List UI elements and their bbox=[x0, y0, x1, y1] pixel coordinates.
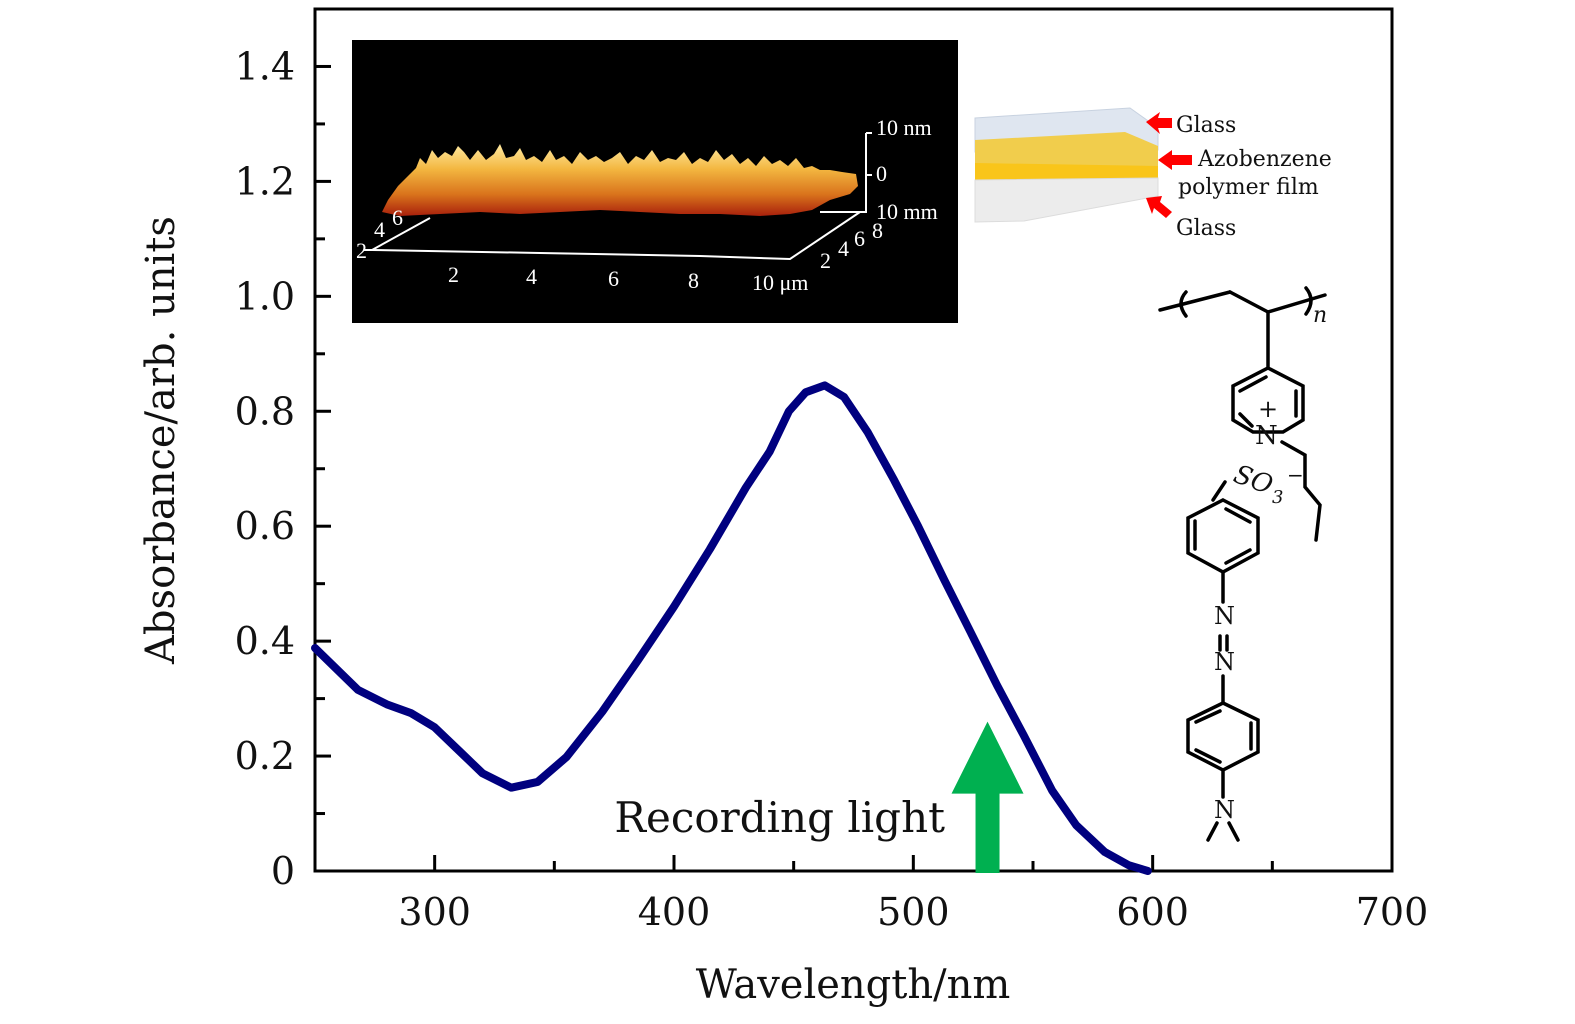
afm-y-right-label: 6 bbox=[854, 226, 865, 251]
arrow-film-icon bbox=[1158, 150, 1192, 170]
x-axis-title: Wavelength/nm bbox=[696, 962, 1011, 1008]
y-tick-label: 0 bbox=[271, 849, 295, 893]
y-tick-labels: 0 0.2 0.4 0.6 0.8 1.0 1.2 1.4 bbox=[235, 44, 295, 893]
afm-axes bbox=[364, 132, 872, 261]
y-tick-label: 1.0 bbox=[235, 274, 295, 318]
afm-z-label: 10 nm bbox=[876, 115, 932, 140]
x-tick-label: 500 bbox=[877, 890, 950, 934]
repeat-unit-n: n bbox=[1313, 303, 1327, 328]
chemical-structure-labels: N + SO 3 − N N N n bbox=[1214, 303, 1327, 824]
atom-amine-n: N bbox=[1214, 796, 1235, 824]
atom-so3: SO bbox=[1230, 459, 1277, 501]
x-tick-label: 300 bbox=[398, 890, 471, 934]
afm-x-label: 8 bbox=[688, 268, 699, 293]
benzene-ring-2 bbox=[1186, 701, 1260, 772]
recording-light-label: Recording light bbox=[614, 793, 945, 842]
afm-y-right-label: 2 bbox=[820, 248, 831, 273]
y-tick-label: 1.2 bbox=[235, 159, 295, 203]
y-axis-title: Absorbance/arb. units bbox=[138, 216, 184, 665]
y-tick-label: 0.4 bbox=[235, 619, 295, 663]
absorbance-series-line bbox=[311, 381, 1152, 875]
bracket-left-icon bbox=[1179, 290, 1188, 318]
x-tick-label: 600 bbox=[1116, 890, 1189, 934]
atom-plus-charge: + bbox=[1258, 395, 1278, 423]
atom-azo-n2: N bbox=[1214, 648, 1235, 676]
afm-y-right-label: 8 bbox=[872, 218, 883, 243]
label-glass-top: Glass bbox=[1176, 113, 1236, 138]
afm-x-label: 10 μm bbox=[752, 270, 808, 295]
atom-minus-charge: − bbox=[1287, 463, 1304, 487]
afm-x-label: 6 bbox=[608, 266, 619, 291]
y-tick-label: 1.4 bbox=[235, 44, 295, 88]
afm-x-label: 2 bbox=[448, 262, 459, 287]
label-glass-bottom: Glass bbox=[1176, 216, 1236, 241]
afm-y-left-label: 2 bbox=[356, 238, 367, 263]
sample-structure-inset: Glass Azobenzene polymer film Glass bbox=[974, 107, 1332, 241]
y-tick-label: 0.2 bbox=[235, 734, 295, 778]
afm-y-left-label: 4 bbox=[374, 217, 385, 242]
benzene-ring-1 bbox=[1186, 498, 1260, 574]
label-polymer-film: polymer film bbox=[1178, 175, 1319, 200]
afm-surface bbox=[382, 144, 858, 216]
afm-z-label: 10 mm bbox=[876, 199, 938, 224]
atom-n-plus: N bbox=[1255, 421, 1278, 451]
recording-light-annotation: Recording light bbox=[614, 721, 1024, 873]
layer-arrows bbox=[1146, 112, 1192, 218]
polymer-film-edge bbox=[975, 163, 1158, 180]
afm-y-right-label: 4 bbox=[838, 236, 849, 261]
pyridinium-ring bbox=[1231, 366, 1305, 434]
afm-x-label: 4 bbox=[526, 264, 537, 289]
y-tick-label: 0.8 bbox=[235, 389, 295, 433]
bottom-glass-layer bbox=[974, 177, 1159, 223]
afm-z-label: 0 bbox=[876, 161, 887, 186]
afm-y-left-label: 6 bbox=[392, 205, 403, 230]
atom-so3-subscript: 3 bbox=[1272, 487, 1283, 508]
arrow-glass-bottom-icon bbox=[1146, 196, 1172, 218]
plot-frame bbox=[313, 7, 1394, 873]
x-tick-label: 400 bbox=[638, 890, 711, 934]
arrow-glass-top-icon bbox=[1146, 112, 1172, 134]
y-tick-label: 0.6 bbox=[235, 504, 295, 548]
x-tick-labels: 300 400 500 600 700 bbox=[398, 890, 1428, 934]
recording-light-arrow-icon bbox=[951, 721, 1024, 873]
chemical-structure bbox=[1158, 286, 1327, 842]
label-azobenzene: Azobenzene bbox=[1197, 147, 1332, 172]
axis-ticks bbox=[315, 64, 1274, 871]
atom-azo-n1: N bbox=[1214, 602, 1235, 630]
x-tick-label: 700 bbox=[1356, 890, 1429, 934]
bracket-right-icon bbox=[1304, 286, 1313, 316]
